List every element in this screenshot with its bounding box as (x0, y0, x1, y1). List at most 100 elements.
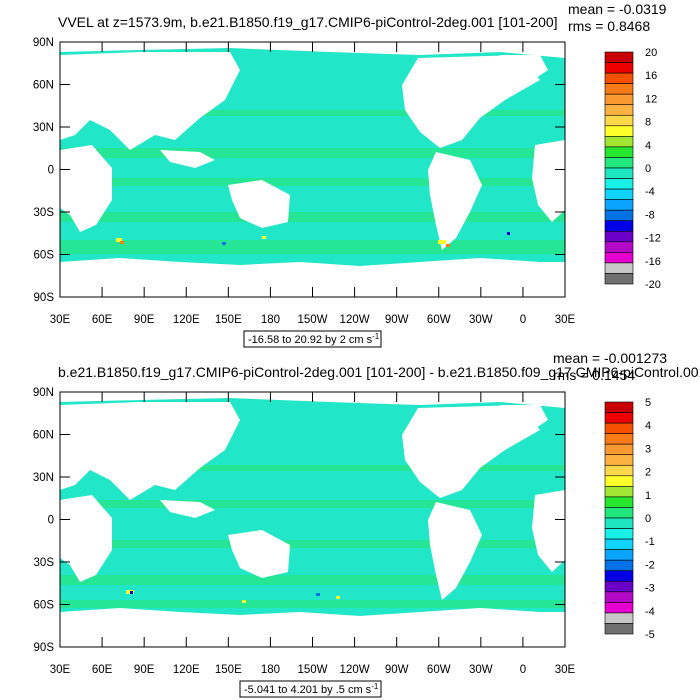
panel-title: VVEL at z=1573.9m, b.e21.B1850.f19_g17.C… (58, 14, 558, 30)
lon-tick-label: 120W (340, 664, 370, 676)
map-panel-top: VVEL at z=1573.9m, b.e21.B1850.f19_g17.C… (33, 1, 667, 348)
land-australia (228, 530, 290, 578)
lon-tick-label: 60W (427, 664, 451, 676)
land-africa-east (532, 490, 565, 572)
colorbar-label: 0 (645, 163, 651, 175)
lon-tick-label: 150E (215, 314, 242, 326)
colorbar-swatch (604, 612, 634, 624)
lat-tick-label: 30S (34, 557, 55, 569)
colorbar-label: 3 (645, 443, 651, 455)
colorbar-swatch (604, 93, 634, 106)
colorbar-swatch (604, 199, 634, 211)
land-south-america (428, 152, 482, 250)
colorbar-swatch (604, 146, 634, 158)
colorbar-swatch (604, 125, 634, 137)
lon-tick-label: 120E (173, 664, 200, 676)
lat-tick-label: 30N (33, 122, 54, 134)
lon-tick-label: 30E (555, 314, 576, 326)
latitude-labels: 90N 60N 30N 0 30S 60S 90S (33, 37, 54, 304)
lon-tick-label: 150W (297, 664, 327, 676)
map-ticks (59, 41, 566, 298)
colorbar-swatch (604, 157, 634, 169)
map-area (59, 41, 566, 298)
colorbar-label: 16 (645, 70, 657, 82)
land-greenland (500, 55, 548, 82)
anomaly-dots (126, 590, 340, 603)
colorbar-label: -20 (645, 279, 661, 291)
colorbar-label: -16 (645, 256, 661, 268)
colorbar-swatch (604, 602, 634, 614)
lon-tick-label: 0 (520, 664, 526, 676)
colorbar-swatch (604, 104, 634, 116)
colorbar-label: -8 (645, 209, 655, 221)
colorbar-label: 0 (645, 513, 651, 525)
map-area (59, 391, 566, 648)
colorbar-swatch (604, 209, 634, 222)
colorbar-label: 4 (645, 140, 651, 152)
map-panel-bottom: b.e21.B1850.f19_g17.CMIP6-piControl-2deg… (33, 350, 700, 698)
colorbar-swatch (604, 454, 634, 466)
colorbar-swatch (604, 580, 634, 593)
lon-tick-label: 120W (340, 314, 370, 326)
colorbar-swatch (604, 496, 634, 508)
colorbar-swatch (604, 241, 634, 253)
lon-tick-label: 30E (555, 664, 576, 676)
lon-tick-label: 150E (215, 664, 242, 676)
colorbar-label: -4 (645, 186, 655, 198)
colorbar-swatch (604, 412, 634, 424)
rms-label: rms = 0.1454 (553, 367, 635, 383)
lon-tick-label: 90E (134, 314, 155, 326)
range-label: -5.041 to 4.201 by .5 cm s-1 (244, 682, 379, 696)
lon-tick-label: 90W (385, 314, 409, 326)
colorbar-label: 5 (645, 397, 651, 409)
colorbar-label: -12 (645, 233, 661, 245)
latitude-labels: 90N 60N 30N 0 30S 60S 90S (33, 387, 54, 654)
colorbar-label: 4 (645, 420, 651, 432)
lat-tick-label: 30N (33, 472, 54, 484)
colorbar-swatch (604, 167, 634, 179)
lon-tick-label: 90W (385, 664, 409, 676)
colorbar-swatch (604, 62, 634, 74)
colorbar-swatch (604, 252, 634, 264)
colorbar-swatch (604, 538, 634, 550)
colorbar: 20 16 12 8 4 0 -4 -8 -12 -16 -20 (604, 47, 661, 291)
colorbar-swatch (604, 507, 634, 519)
lon-tick-label: 30W (469, 664, 493, 676)
lon-tick-label: 60E (92, 664, 113, 676)
land-north-america (402, 55, 540, 148)
lat-tick-label: 90N (33, 37, 54, 49)
map-ticks (59, 391, 566, 648)
lat-tick-label: 60N (33, 430, 54, 442)
colorbar-swatch (604, 528, 634, 540)
lon-tick-label: 90E (134, 664, 155, 676)
colorbar-swatch (604, 114, 634, 127)
colorbar-swatch (604, 464, 634, 477)
colorbar-label: -4 (645, 606, 655, 618)
colorbar-label: -3 (645, 583, 655, 595)
lon-tick-label: 30E (50, 314, 71, 326)
land-masses (60, 392, 565, 647)
lon-tick-label: 60E (92, 314, 113, 326)
colorbar-swatch (604, 72, 634, 84)
colorbar-swatch (604, 273, 634, 285)
lon-tick-label: 120E (173, 314, 200, 326)
ocean-bands (60, 465, 565, 608)
colorbar-label: -5 (645, 629, 655, 641)
land-africa-east (532, 140, 565, 222)
colorbar-swatch (604, 443, 634, 456)
lat-tick-label: 90N (33, 387, 54, 399)
mean-label: mean = -0.0319 (568, 1, 667, 17)
colorbar-label: 20 (645, 47, 657, 59)
land-masses (60, 42, 565, 297)
colorbar-swatch (604, 401, 634, 413)
colorbar-swatch (604, 220, 634, 232)
colorbar-swatch (604, 83, 634, 95)
lat-tick-label: 60S (34, 250, 55, 262)
land-maritime-se-asia (160, 150, 215, 168)
colorbar-label: 12 (645, 93, 657, 105)
colorbar-swatch (604, 433, 634, 445)
colorbar-label: -1 (645, 536, 655, 548)
land-greenland (500, 405, 548, 432)
colorbar-swatch (604, 623, 634, 635)
colorbar-swatch (604, 136, 634, 148)
